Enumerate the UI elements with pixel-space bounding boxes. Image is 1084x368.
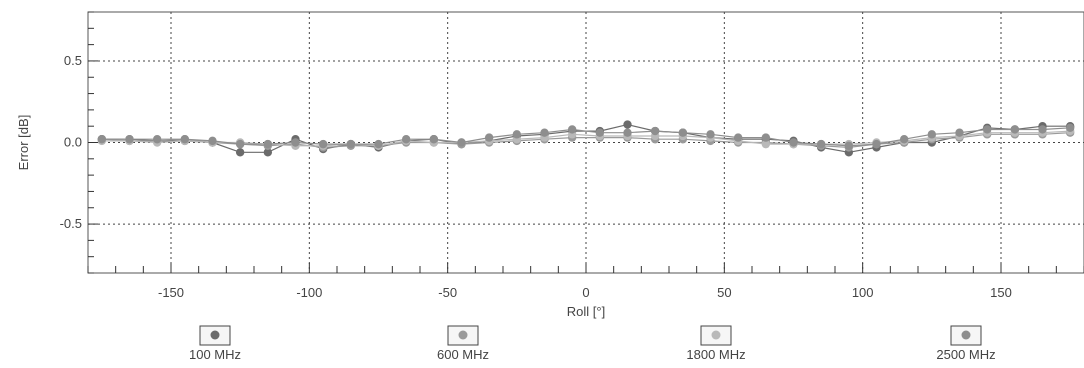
x-tick-label: 150 bbox=[990, 285, 1012, 300]
data-point bbox=[263, 148, 273, 157]
legend-label: 1800 MHz bbox=[686, 347, 745, 362]
legend-item[interactable]: 100 MHz bbox=[189, 325, 241, 362]
data-point bbox=[235, 139, 245, 149]
data-point bbox=[872, 139, 881, 149]
data-point bbox=[152, 135, 162, 144]
legend-marker bbox=[210, 330, 220, 340]
data-point bbox=[678, 128, 688, 137]
data-point bbox=[346, 139, 356, 149]
data-point bbox=[595, 128, 605, 137]
data-point bbox=[484, 133, 494, 142]
legend-marker bbox=[458, 330, 468, 340]
data-point bbox=[706, 130, 715, 139]
y-axis-label: Error [dB] bbox=[16, 115, 31, 171]
y-tick-label: 0.5 bbox=[64, 53, 82, 68]
data-point bbox=[733, 133, 743, 142]
data-point bbox=[955, 128, 964, 137]
tick-labels: -150 -100 -50 0 50 100 150 -0.5 0.0 0.5 bbox=[60, 53, 1012, 300]
grid-lines bbox=[88, 12, 1084, 273]
series-2500-mhz bbox=[97, 123, 1075, 150]
data-point bbox=[1038, 125, 1047, 134]
data-point bbox=[208, 136, 217, 146]
legend-label: 600 MHz bbox=[437, 347, 489, 362]
legend[interactable]: 100 MHz 600 MHz 1800 MHz 2500 MHz bbox=[189, 325, 996, 362]
data-point bbox=[429, 135, 439, 144]
x-tick-label: -100 bbox=[296, 285, 322, 300]
legend-item[interactable]: 1800 MHz bbox=[686, 325, 746, 362]
data-point bbox=[374, 139, 383, 149]
data-point bbox=[1010, 125, 1020, 134]
data-point bbox=[844, 141, 854, 150]
data-point bbox=[318, 139, 328, 149]
legend-marker bbox=[961, 330, 971, 340]
x-axis-label: Roll [°] bbox=[567, 304, 605, 319]
data-point bbox=[1065, 123, 1075, 133]
x-tick-label: 50 bbox=[717, 285, 731, 300]
data-point bbox=[982, 125, 992, 134]
legend-label: 100 MHz bbox=[189, 347, 241, 362]
legend-item[interactable]: 2500 MHz bbox=[936, 325, 996, 362]
data-point bbox=[125, 135, 134, 144]
series-line bbox=[101, 132, 1071, 149]
legend-label: 2500 MHz bbox=[936, 347, 995, 362]
data-point bbox=[899, 135, 909, 144]
data-point bbox=[235, 148, 245, 157]
data-point bbox=[761, 139, 771, 149]
x-tick-label: 0 bbox=[582, 285, 589, 300]
data-point bbox=[401, 135, 411, 144]
data-point bbox=[97, 135, 107, 144]
data-point bbox=[263, 139, 273, 149]
x-tick-label: -50 bbox=[438, 285, 457, 300]
data-point bbox=[567, 125, 577, 134]
legend-item[interactable]: 600 MHz bbox=[437, 325, 489, 362]
y-tick-label: -0.5 bbox=[60, 216, 82, 231]
minor-ticks bbox=[87, 11, 1084, 274]
data-point bbox=[180, 135, 190, 144]
data-point bbox=[623, 128, 632, 137]
series-line bbox=[101, 127, 1071, 147]
data-point bbox=[816, 139, 826, 149]
y-tick-label: 0.0 bbox=[64, 135, 82, 150]
data-point bbox=[761, 133, 771, 142]
data-point bbox=[650, 126, 660, 136]
data-point bbox=[623, 120, 632, 129]
legend-marker bbox=[711, 330, 721, 340]
data-point bbox=[457, 138, 466, 147]
x-tick-label: -150 bbox=[158, 285, 184, 300]
x-tick-label: 100 bbox=[852, 285, 874, 300]
data-point bbox=[512, 130, 522, 139]
data-point bbox=[927, 130, 937, 139]
data-point bbox=[789, 138, 798, 147]
data-point bbox=[540, 128, 549, 137]
series-group bbox=[97, 120, 1075, 157]
data-point bbox=[291, 138, 300, 147]
